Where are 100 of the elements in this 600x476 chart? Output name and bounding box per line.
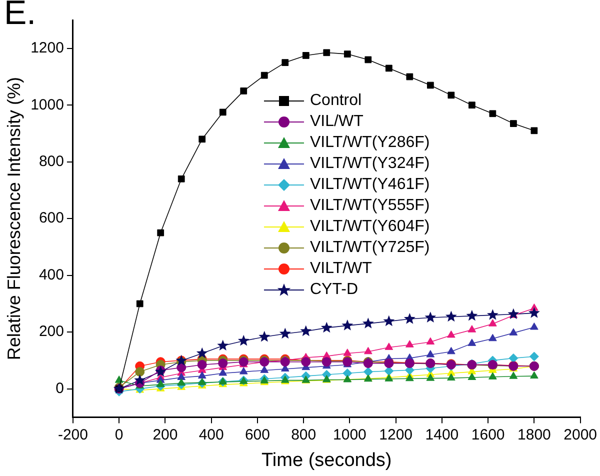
point xyxy=(344,50,351,58)
legend-label: VILT/WT(Y461F) xyxy=(310,176,430,194)
point xyxy=(406,73,414,80)
point xyxy=(218,358,228,368)
y-tick-label: 1200 xyxy=(30,40,64,57)
point xyxy=(530,371,538,379)
point xyxy=(260,72,268,79)
point xyxy=(426,82,434,89)
point xyxy=(404,313,416,324)
point xyxy=(363,367,373,377)
y-tick-label: 600 xyxy=(38,210,64,227)
point xyxy=(426,374,435,381)
point xyxy=(217,340,229,351)
y-tick-label: 0 xyxy=(56,380,64,397)
point xyxy=(486,309,498,320)
point xyxy=(134,374,146,386)
point xyxy=(240,87,248,94)
point xyxy=(197,360,207,370)
x-tick-label: 1600 xyxy=(471,426,505,444)
legend-label: VILT/WT(Y604F) xyxy=(310,218,430,236)
legend-label: VILT/WT(Y725F) xyxy=(310,238,430,256)
y-tick-label: 800 xyxy=(38,153,64,170)
point xyxy=(176,362,186,372)
text: E. xyxy=(4,0,36,33)
point xyxy=(488,372,497,380)
point xyxy=(279,328,291,339)
point xyxy=(508,308,520,320)
point xyxy=(198,371,206,379)
point xyxy=(445,310,457,322)
point xyxy=(323,49,330,56)
point xyxy=(468,338,476,346)
point xyxy=(343,348,352,356)
point xyxy=(302,52,310,59)
point xyxy=(384,342,394,350)
point xyxy=(468,372,476,380)
point xyxy=(177,378,186,386)
point xyxy=(489,110,496,118)
point xyxy=(362,318,374,328)
point xyxy=(406,340,414,348)
point xyxy=(426,350,435,358)
point xyxy=(342,368,352,378)
point xyxy=(238,334,250,346)
point xyxy=(219,108,226,116)
point xyxy=(384,366,394,376)
point xyxy=(178,175,185,182)
point xyxy=(529,352,539,362)
legend-label: VIL/WT xyxy=(310,112,364,130)
point xyxy=(488,334,497,342)
x-tick-label: 1800 xyxy=(518,426,551,444)
x-tick-label: 600 xyxy=(244,426,270,444)
point xyxy=(364,346,372,354)
point xyxy=(447,330,456,338)
legend-label: CYT-D xyxy=(310,280,358,298)
point xyxy=(488,319,497,326)
point xyxy=(448,92,455,99)
point xyxy=(177,372,186,380)
point xyxy=(406,374,414,382)
x-tick-label: -200 xyxy=(58,426,88,444)
legend-label: VILT/WT(Y286F) xyxy=(310,134,430,152)
point xyxy=(530,322,538,330)
point xyxy=(383,315,395,326)
legend-label: VILT/WT xyxy=(310,260,372,278)
y-tick-label: 400 xyxy=(38,266,64,284)
point xyxy=(424,312,436,322)
x-tick-label: 1200 xyxy=(379,426,413,444)
x-axis-title: Time (seconds) xyxy=(262,450,392,471)
point xyxy=(510,120,517,127)
point xyxy=(320,322,332,333)
point xyxy=(385,64,392,72)
point xyxy=(198,378,206,386)
point xyxy=(468,102,476,109)
point xyxy=(218,368,228,376)
point xyxy=(447,373,456,381)
legend-label: VILT/WT(Y555F) xyxy=(310,196,430,214)
x-tick-label: 200 xyxy=(152,426,178,444)
point xyxy=(260,366,269,373)
x-tick-label: 2000 xyxy=(564,426,598,444)
y-tick-label: 200 xyxy=(38,323,64,340)
point xyxy=(364,56,372,64)
y-tick-label: 1000 xyxy=(30,96,64,114)
point xyxy=(282,59,289,66)
x-tick-label: 800 xyxy=(291,426,316,444)
point xyxy=(509,372,518,379)
point xyxy=(508,353,518,363)
point xyxy=(342,320,354,330)
legend-label: VILT/WT(Y324F) xyxy=(310,154,430,172)
point xyxy=(468,325,476,332)
point xyxy=(136,300,144,308)
x-tick-label: 1400 xyxy=(425,426,459,444)
point xyxy=(258,330,270,342)
point xyxy=(196,347,208,358)
point xyxy=(300,325,312,336)
point xyxy=(114,376,124,383)
point xyxy=(239,367,248,374)
point xyxy=(509,328,518,336)
point xyxy=(135,367,145,377)
x-tick-label: 400 xyxy=(198,426,224,444)
point xyxy=(157,229,164,236)
point xyxy=(447,346,456,354)
point xyxy=(156,380,165,388)
